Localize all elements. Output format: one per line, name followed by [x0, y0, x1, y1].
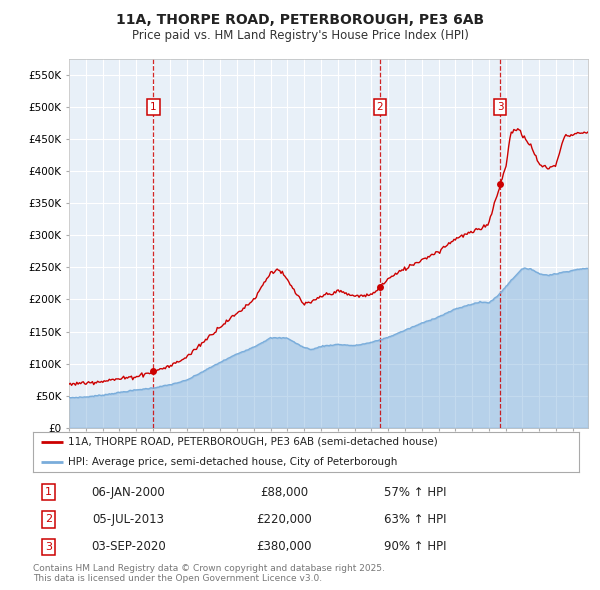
Text: 2: 2 — [45, 514, 52, 525]
Text: 03-SEP-2020: 03-SEP-2020 — [91, 540, 166, 553]
Text: 3: 3 — [497, 102, 503, 112]
Text: Price paid vs. HM Land Registry's House Price Index (HPI): Price paid vs. HM Land Registry's House … — [131, 30, 469, 42]
Text: £380,000: £380,000 — [256, 540, 312, 553]
Text: 63% ↑ HPI: 63% ↑ HPI — [384, 513, 446, 526]
Text: 11A, THORPE ROAD, PETERBOROUGH, PE3 6AB (semi-detached house): 11A, THORPE ROAD, PETERBOROUGH, PE3 6AB … — [68, 437, 438, 447]
Text: 1: 1 — [150, 102, 157, 112]
Text: 2: 2 — [377, 102, 383, 112]
Text: £88,000: £88,000 — [260, 486, 308, 499]
Text: 57% ↑ HPI: 57% ↑ HPI — [384, 486, 446, 499]
Text: HPI: Average price, semi-detached house, City of Peterborough: HPI: Average price, semi-detached house,… — [68, 457, 398, 467]
Text: 3: 3 — [45, 542, 52, 552]
Text: 90% ↑ HPI: 90% ↑ HPI — [384, 540, 446, 553]
Text: 11A, THORPE ROAD, PETERBOROUGH, PE3 6AB: 11A, THORPE ROAD, PETERBOROUGH, PE3 6AB — [116, 13, 484, 27]
Text: Contains HM Land Registry data © Crown copyright and database right 2025.
This d: Contains HM Land Registry data © Crown c… — [33, 564, 385, 584]
Text: 1: 1 — [45, 487, 52, 497]
Text: 05-JUL-2013: 05-JUL-2013 — [92, 513, 164, 526]
Text: £220,000: £220,000 — [256, 513, 312, 526]
Text: 06-JAN-2000: 06-JAN-2000 — [92, 486, 166, 499]
